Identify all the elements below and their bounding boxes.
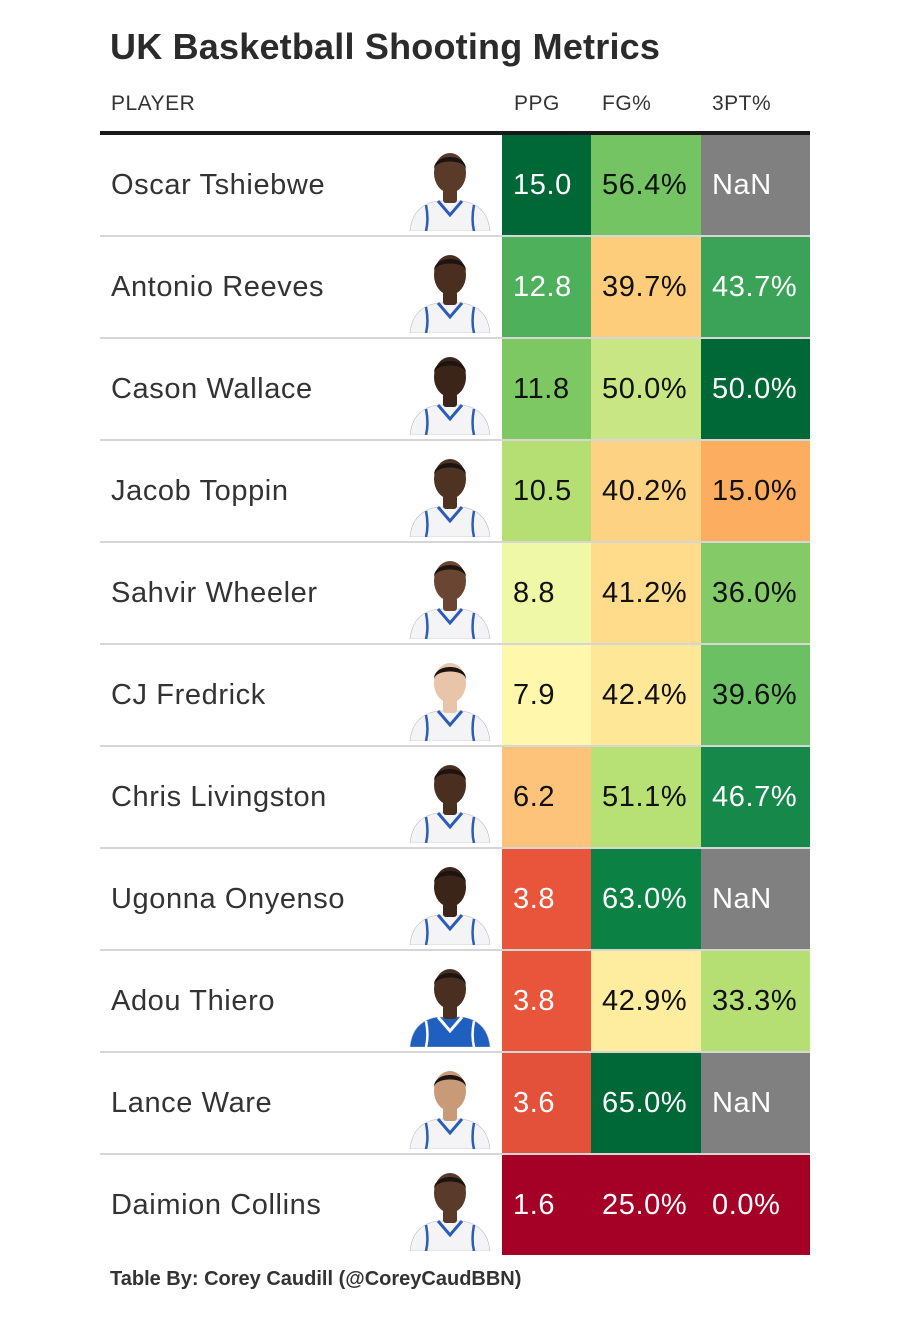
player-headshot [402,753,498,844]
player-headshot [402,651,498,742]
player-name: Cason Wallace [111,373,313,405]
column-header-3pt: 3PT% [712,92,772,115]
player-name: Antonio Reeves [111,271,325,303]
player-headshot [402,855,498,946]
header-divider [100,131,810,135]
table-row: Cason Wallace 11.8 50.0% 50.0% [100,339,810,441]
player-name: Daimion Collins [111,1189,322,1221]
row-divider [100,337,810,339]
player-headshot [402,957,498,1048]
fg-pct-cell: 41.2% [591,543,701,643]
ppg-cell: 11.8 [502,339,591,439]
column-header-player: PLAYER [111,92,196,115]
fg-pct-cell: 63.0% [591,849,701,949]
table-row: Sahvir Wheeler 8.8 41.2% 36.0% [100,543,810,645]
ppg-cell: 6.2 [502,747,591,847]
row-divider [100,643,810,645]
player-name: Adou Thiero [111,985,276,1017]
column-header-ppg: PPG [514,92,560,115]
ppg-cell: 1.6 [502,1155,591,1255]
three-pt-pct-cell: 50.0% [701,339,810,439]
three-pt-pct-cell: 46.7% [701,747,810,847]
fg-pct-cell: 42.9% [591,951,701,1051]
player-name: CJ Fredrick [111,679,266,711]
table-row: Daimion Collins 1.6 25.0% 0.0% [100,1155,810,1257]
table-row: Chris Livingston 6.2 51.1% 46.7% [100,747,810,849]
player-headshot [402,1059,498,1150]
three-pt-pct-cell: 15.0% [701,441,810,541]
player-headshot [402,141,498,232]
table-row: Adou Thiero 3.8 42.9% 33.3% [100,951,810,1053]
three-pt-pct-cell: 39.6% [701,645,810,745]
table-row: CJ Fredrick 7.9 42.4% 39.6% [100,645,810,747]
row-divider [100,847,810,849]
three-pt-pct-cell: 33.3% [701,951,810,1051]
player-headshot [402,345,498,436]
player-name: Jacob Toppin [111,475,289,507]
three-pt-pct-cell: 36.0% [701,543,810,643]
fg-pct-cell: 51.1% [591,747,701,847]
ppg-cell: 7.9 [502,645,591,745]
table-row: Oscar Tshiebwe 15.0 56.4% NaN [100,135,810,237]
ppg-cell: 12.8 [502,237,591,337]
fg-pct-cell: 56.4% [591,135,701,235]
chart-title: UK Basketball Shooting Metrics [110,26,661,67]
table-header: PLAYER PPG FG% 3PT% [100,88,810,132]
table-row: Jacob Toppin 10.5 40.2% 15.0% [100,441,810,543]
table-row: Lance Ware 3.6 65.0% NaN [100,1053,810,1155]
player-headshot [402,1161,498,1252]
three-pt-pct-cell: NaN [701,135,810,235]
player-name: Sahvir Wheeler [111,577,318,609]
fg-pct-cell: 39.7% [591,237,701,337]
fg-pct-cell: 65.0% [591,1053,701,1153]
fg-pct-cell: 25.0% [591,1155,701,1255]
fg-pct-cell: 40.2% [591,441,701,541]
three-pt-pct-cell: NaN [701,1053,810,1153]
player-headshot [402,447,498,538]
three-pt-pct-cell: NaN [701,849,810,949]
row-divider [100,541,810,543]
table-row: Ugonna Onyenso 3.8 63.0% NaN [100,849,810,951]
row-divider [100,949,810,951]
row-divider [100,439,810,441]
column-header-fg: FG% [602,92,652,115]
ppg-cell: 3.8 [502,951,591,1051]
player-name: Chris Livingston [111,781,327,813]
player-name: Oscar Tshiebwe [111,169,326,201]
three-pt-pct-cell: 0.0% [701,1155,810,1255]
ppg-cell: 3.6 [502,1053,591,1153]
fg-pct-cell: 50.0% [591,339,701,439]
ppg-cell: 8.8 [502,543,591,643]
ppg-cell: 10.5 [502,441,591,541]
player-name: Lance Ware [111,1087,273,1119]
player-headshot [402,549,498,640]
row-divider [100,745,810,747]
row-divider [100,235,810,237]
row-divider [100,1153,810,1155]
player-headshot [402,243,498,334]
ppg-cell: 3.8 [502,849,591,949]
fg-pct-cell: 42.4% [591,645,701,745]
row-divider [100,1051,810,1053]
three-pt-pct-cell: 43.7% [701,237,810,337]
player-name: Ugonna Onyenso [111,883,346,915]
table-row: Antonio Reeves 12.8 39.7% 43.7% [100,237,810,339]
ppg-cell: 15.0 [502,135,591,235]
table-credit: Table By: Corey Caudill (@CoreyCaudBBN) [110,1268,522,1290]
